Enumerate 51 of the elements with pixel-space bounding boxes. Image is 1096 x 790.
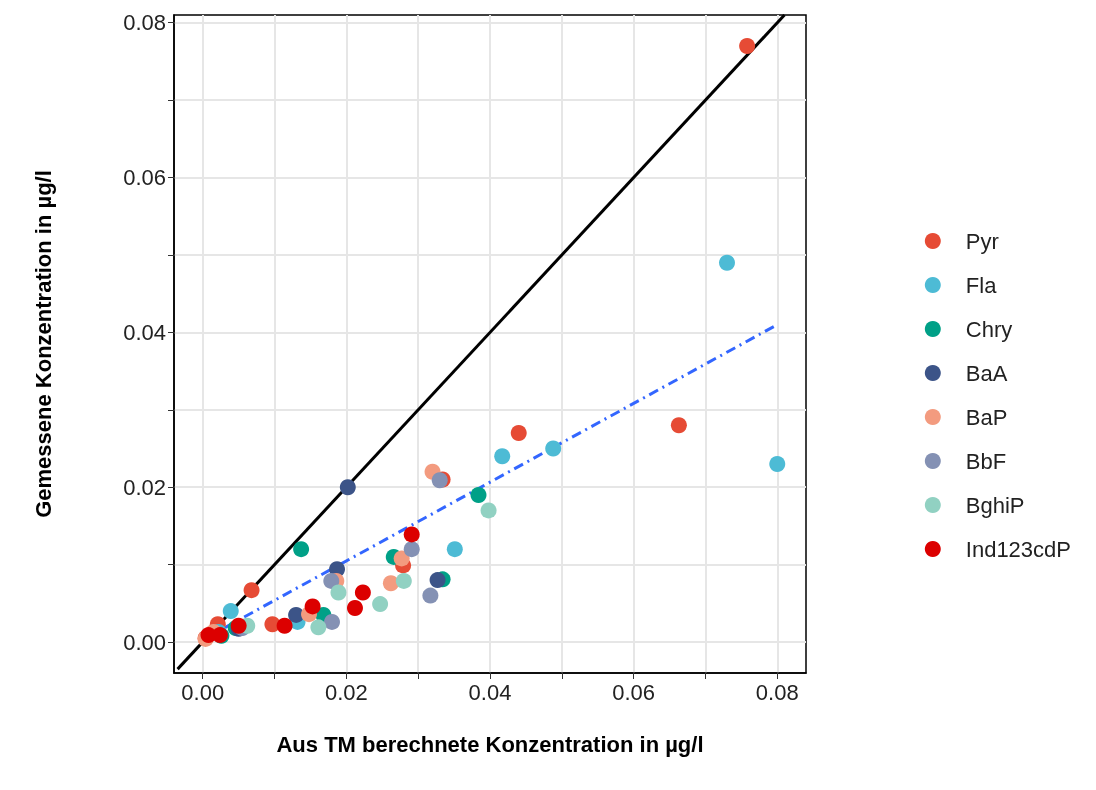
point: [395, 572, 412, 589]
point: [739, 37, 756, 54]
point: [429, 572, 446, 589]
point: [494, 448, 511, 465]
x-tick-label: 0.00: [181, 679, 225, 705]
y-tick-label: 0.08: [123, 10, 166, 36]
point: [403, 541, 420, 558]
point: [382, 575, 399, 592]
x-tick-label: 0.02: [324, 679, 368, 705]
point: [510, 425, 527, 442]
point: [288, 606, 305, 623]
point: [670, 417, 687, 434]
point: [324, 613, 340, 630]
x-axis-title: Aus TM berechnete Konzentration in µg/l: [276, 731, 704, 757]
y-tick-label: 0.00: [123, 629, 166, 655]
x-tick-label: 0.08: [755, 679, 799, 705]
point: [446, 541, 463, 558]
y-tick-label: 0.04: [123, 319, 166, 345]
point: [339, 479, 356, 496]
point: [470, 486, 487, 503]
point: [480, 502, 497, 519]
point: [354, 584, 371, 601]
point: [310, 619, 327, 636]
point: [719, 254, 735, 271]
point: [372, 596, 389, 613]
y-axis-title: Gemessene Konzentration in µg/l: [30, 170, 56, 518]
x-tick-label: 0.04: [468, 679, 512, 705]
legend-label: Chry: [965, 316, 1013, 342]
point: [243, 582, 260, 599]
point: [347, 599, 363, 616]
point: [545, 440, 562, 457]
point: [222, 603, 239, 620]
x-tick-label: 0.06: [612, 679, 656, 705]
y-tick-label: 0.02: [123, 474, 166, 500]
point: [330, 584, 347, 601]
legend-label: BaP: [965, 404, 1008, 430]
legend-label: BbF: [965, 448, 1007, 474]
legend-label: BaA: [965, 360, 1008, 386]
y-tick-label: 0.06: [123, 165, 166, 191]
point: [393, 550, 410, 567]
point: [323, 572, 340, 589]
point: [422, 587, 439, 604]
legend-label: BghiP: [965, 492, 1025, 518]
point: [403, 526, 420, 543]
legend-label: Ind123cdP: [965, 536, 1071, 562]
point: [276, 617, 293, 634]
point: [769, 455, 786, 472]
legend-label: Pyr: [965, 228, 999, 254]
point: [293, 541, 310, 558]
legend-label: Fla: [965, 272, 998, 298]
point: [304, 598, 321, 615]
